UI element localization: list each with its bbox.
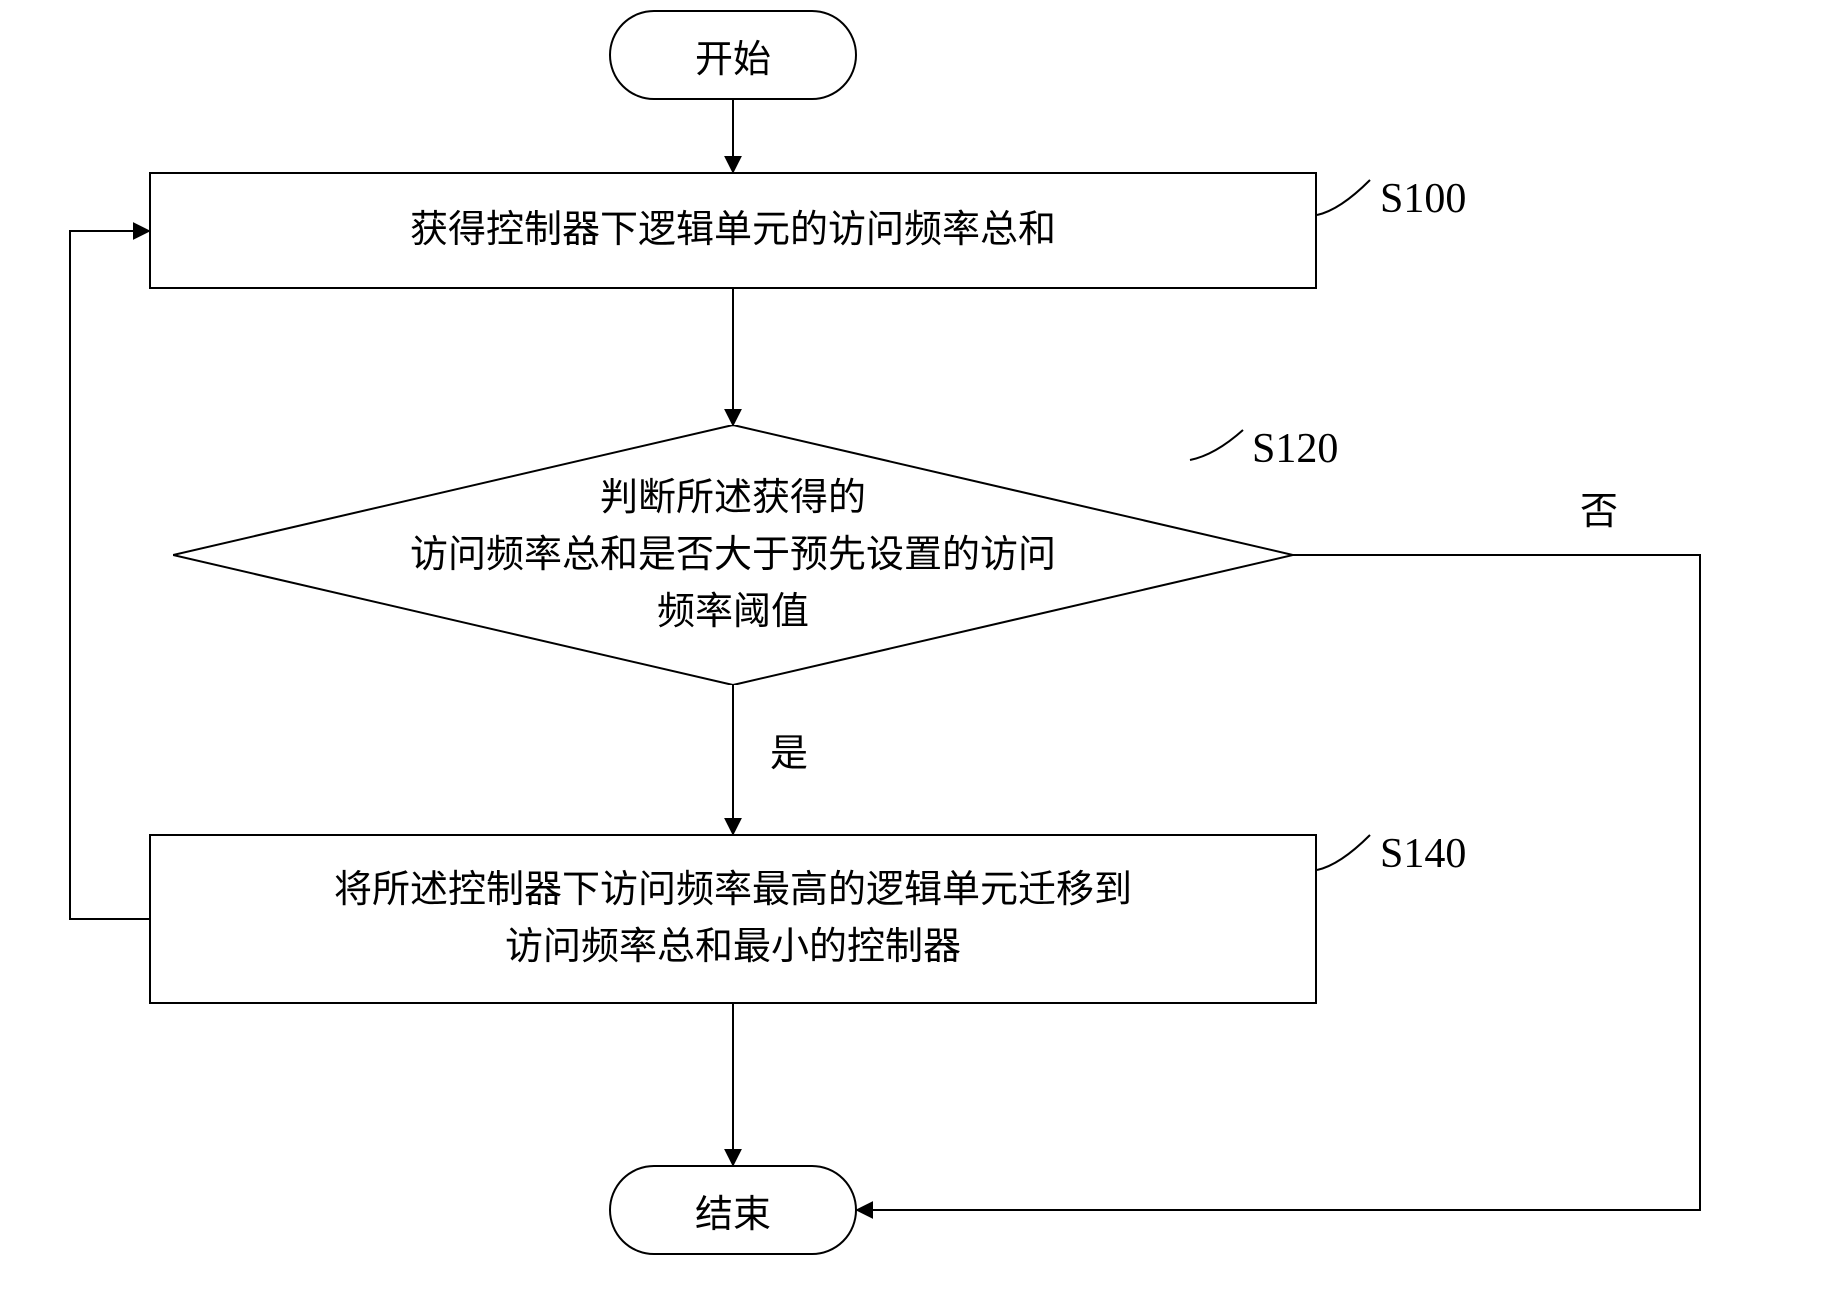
- step-label-s120: S120: [1252, 425, 1338, 473]
- step-label-s140: S140: [1380, 830, 1466, 878]
- flowchart-canvas: 开始 获得控制器下逻辑单元的访问频率总和 判断所述获得的 访问频率总和是否大于预…: [0, 0, 1836, 1308]
- start-label: 开始: [695, 28, 771, 83]
- end-node: 结束: [609, 1165, 857, 1255]
- start-node: 开始: [609, 10, 857, 100]
- process-s100-text: 获得控制器下逻辑单元的访问频率总和: [410, 202, 1056, 259]
- edge-label-no: 否: [1580, 480, 1618, 535]
- decision-s120-text: 判断所述获得的 访问频率总和是否大于预先设置的访问 频率阈值: [173, 425, 1293, 685]
- edge-label-yes: 是: [770, 722, 808, 777]
- process-s100: 获得控制器下逻辑单元的访问频率总和: [149, 172, 1317, 289]
- decision-s120: 判断所述获得的 访问频率总和是否大于预先设置的访问 频率阈值: [173, 425, 1293, 685]
- process-s140: 将所述控制器下访问频率最高的逻辑单元迁移到 访问频率总和最小的控制器: [149, 834, 1317, 1004]
- end-label: 结束: [695, 1183, 771, 1238]
- step-label-s100: S100: [1380, 175, 1466, 223]
